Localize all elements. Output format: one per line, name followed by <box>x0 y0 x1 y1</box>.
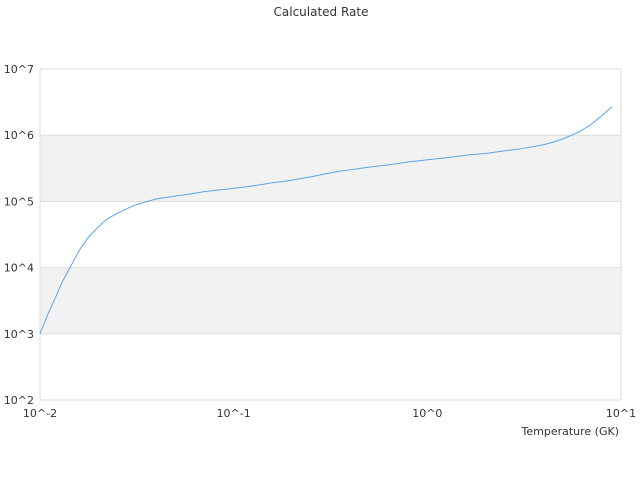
y-tick-labels: 10^2 10^3 10^4 10^5 10^6 10^7 <box>4 63 34 407</box>
x-tick-label: 10^-2 <box>23 407 57 420</box>
y-tick-label: 10^7 <box>4 63 34 76</box>
plot-frame <box>39 69 622 401</box>
y-tick-label: 10^2 <box>4 394 34 407</box>
series-line <box>39 106 613 334</box>
gridlines <box>40 68 621 401</box>
chart-title: Calculated Rate <box>274 5 369 19</box>
y-tick-label: 10^4 <box>4 262 34 275</box>
x-tick-label: 10^1 <box>606 407 636 420</box>
y-tick-label: 10^6 <box>4 129 34 142</box>
x-axis-label: Temperature (GK) <box>521 425 620 438</box>
plot-band <box>40 267 621 334</box>
y-tick-label: 10^3 <box>4 328 34 341</box>
x-tick-label: 10^0 <box>412 407 442 420</box>
x-tick-labels: 10^-2 10^-1 10^0 10^1 <box>23 407 636 420</box>
series-layer <box>39 106 613 334</box>
plot-band <box>40 135 621 202</box>
x-tick-label: 10^-1 <box>217 407 251 420</box>
plot-bands <box>40 135 621 334</box>
y-tick-label: 10^5 <box>4 195 34 208</box>
